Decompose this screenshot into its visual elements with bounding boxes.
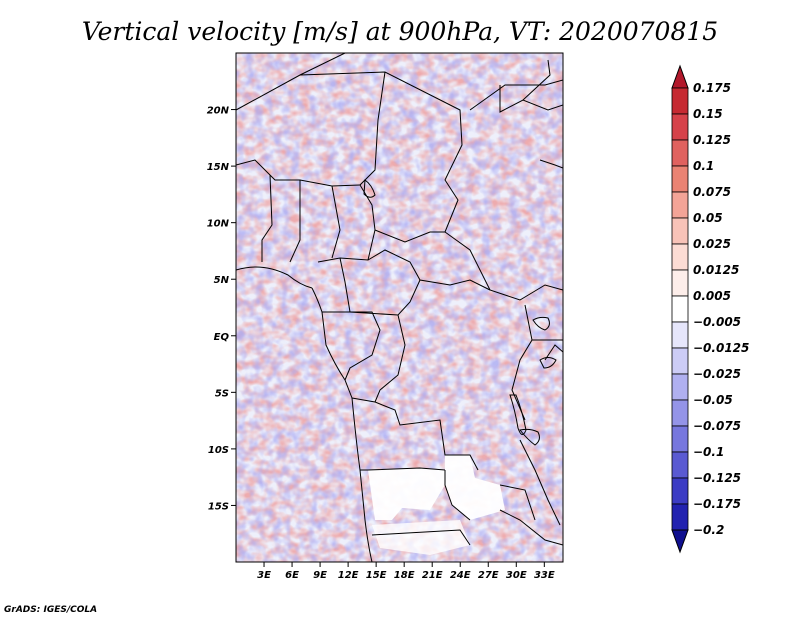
x-tick-label: 30E (506, 570, 527, 581)
x-tick-label: 18E (394, 570, 415, 581)
colorbar-label: 0.05 (693, 211, 723, 225)
colorbar-swatch (671, 243, 689, 271)
colorbar-label: 0.025 (693, 237, 731, 251)
calm-region-angola (368, 455, 505, 520)
y-tick-label: 20N (207, 106, 230, 117)
country-borders (236, 53, 563, 562)
colorbar-swatch (671, 347, 689, 375)
colorbar-label: 0.005 (693, 289, 731, 303)
x-axis: 3E 6E 9E 12E 15E 18E 21E 24E 27E 30E 33E (257, 562, 555, 581)
colorbar-cap-top (671, 64, 689, 89)
colorbar-label: 0.15 (693, 107, 723, 121)
colorbar-swatch (671, 217, 689, 245)
colorbar-swatch (671, 321, 689, 349)
y-tick-label: EQ (214, 332, 230, 343)
y-tick-label: 5S (215, 388, 229, 399)
colorbar-label: −0.025 (693, 367, 741, 381)
chart-title: Vertical velocity [m/s] at 900hPa, VT: 2… (82, 17, 718, 46)
colorbar-swatch (671, 191, 689, 219)
colorbar-cap-bottom (671, 529, 689, 554)
colorbar-swatch (671, 425, 689, 453)
colorbar-label: −0.005 (693, 315, 741, 329)
x-tick-label: 21E (422, 570, 443, 581)
colorbar-label: −0.05 (693, 393, 733, 407)
x-tick-label: 15E (366, 570, 387, 581)
colorbar-swatch (671, 503, 689, 531)
x-tick-label: 12E (338, 570, 359, 581)
colorbar-label: −0.2 (693, 523, 724, 537)
x-tick-label: 3E (257, 570, 271, 581)
plot-area (235, 52, 564, 563)
y-tick-label: 5N (214, 275, 230, 286)
plot-frame (235, 52, 564, 563)
colorbar-label: 0.125 (693, 133, 731, 147)
y-tick-label: 10N (207, 219, 230, 230)
colorbar-label: −0.1 (693, 445, 724, 459)
colorbar-swatch (671, 87, 689, 115)
calm-region-south (372, 520, 470, 555)
y-tick-label: 15N (207, 162, 230, 173)
y-tick-label: 10S (208, 445, 229, 456)
grads-credit: GrADS: IGES/COLA (4, 605, 97, 615)
colorbar-swatch (671, 295, 689, 323)
colorbar-label: 0.075 (693, 185, 731, 199)
colorbar-label: −0.175 (693, 497, 741, 511)
colorbar-label: 0.0125 (693, 263, 739, 277)
colorbar-swatch (671, 113, 689, 141)
colorbar-swatch (671, 373, 689, 401)
y-tick-label: 15S (208, 501, 229, 512)
x-tick-label: 9E (313, 570, 327, 581)
colorbar-label: 0.175 (693, 81, 731, 95)
colorbar-label: −0.0125 (693, 341, 749, 355)
colorbar-swatch (671, 477, 689, 505)
y-axis: 20N 15N 10N 5N EQ 5S 10S 15S (207, 106, 236, 512)
x-tick-label: 24E (450, 570, 471, 581)
colorbar-swatch (671, 451, 689, 479)
colorbar-label: −0.075 (693, 419, 741, 433)
colorbar-label: −0.125 (693, 471, 741, 485)
colorbar-swatch (671, 269, 689, 297)
colorbar: 0.175 0.15 0.125 0.1 0.075 0.05 0.025 0.0125 0.0… (671, 64, 749, 554)
colorbar-swatch (671, 399, 689, 427)
x-tick-label: 27E (478, 570, 499, 581)
x-tick-label: 33E (534, 570, 555, 581)
x-tick-label: 6E (285, 570, 299, 581)
colorbar-swatch (671, 165, 689, 193)
colorbar-label: 0.1 (693, 159, 714, 173)
colorbar-swatch (671, 139, 689, 167)
